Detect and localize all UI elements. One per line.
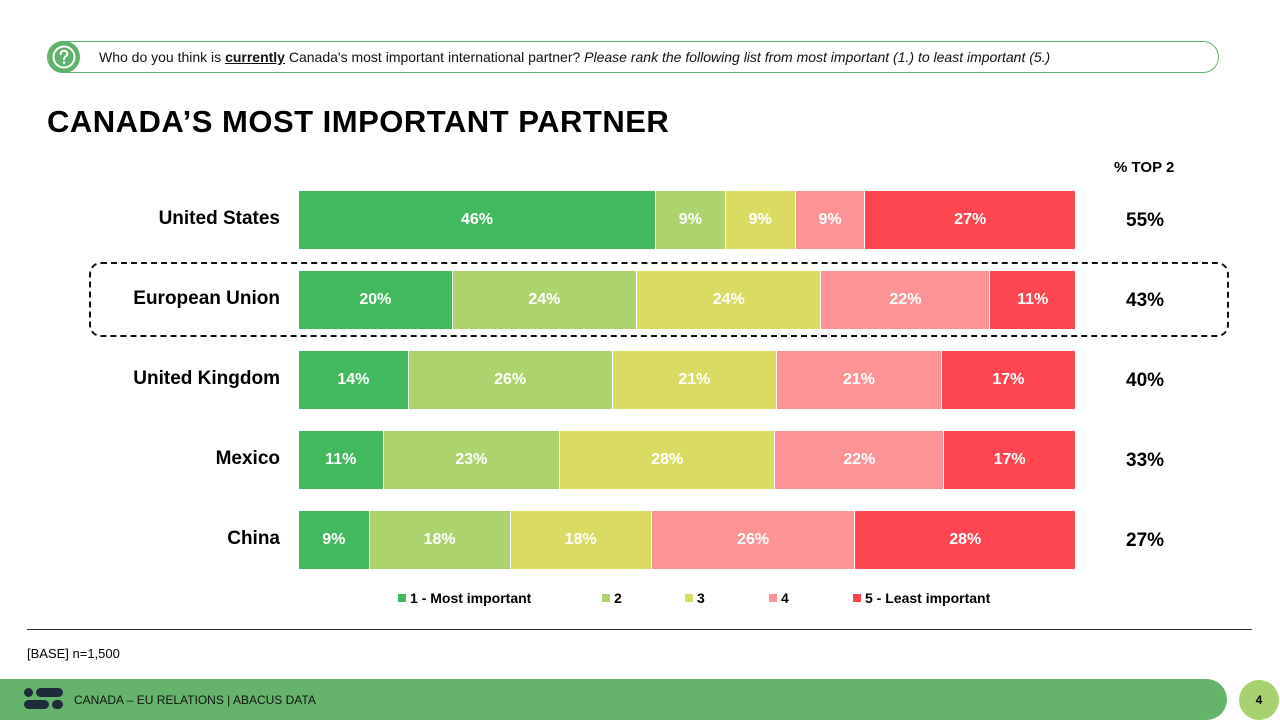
bar-segment-mexico-2: 23% [383,431,561,489]
bar-segment-mexico-3: 28% [560,431,776,489]
question-box: Who do you think is currently Canada's m… [47,41,1219,73]
footer-bar: CANADA – EU RELATIONS | ABACUS DATA [0,679,1227,720]
top2-value-mexico: 33% [1126,450,1165,471]
top2-value-united-kingdom: 40% [1126,370,1165,391]
bar-segment-mexico-1: 11% [299,431,384,489]
bar-segment-china-5: 28% [855,511,1075,569]
bar-segment-china-4: 26% [651,511,856,569]
bar-segment-european-union-5: 11% [990,271,1075,329]
chart-legend: 1 - Most important 2 3 4 5 - Least important [0,590,1280,610]
bar-segment-united-states-2: 9% [655,191,726,249]
base-note: [BASE] n=1,500 [27,646,120,661]
bar-row-united-states: 46% 9% 9% 9% 27% [299,191,1075,249]
legend-item-1: 1 - Most important [398,590,531,606]
question-instruction: Please rank the following list from most… [584,49,1051,65]
legend-item-4: 4 [769,590,789,606]
top2-value-united-states: 55% [1126,210,1165,231]
bar-row-mexico: 11% 23% 28% 22% 17% [299,431,1075,489]
bar-segment-united-states-4: 9% [795,191,866,249]
bar-segment-mexico-5: 17% [944,431,1075,489]
row-label-mexico: Mexico [215,448,280,469]
bar-segment-european-union-2: 24% [452,271,638,329]
row-label-united-states: United States [158,208,280,229]
highlight-box-european-union [89,262,1229,337]
bar-segment-united-states-1: 46% [299,191,656,249]
bar-segment-china-1: 9% [299,511,370,569]
bar-segment-european-union-3: 24% [637,271,822,329]
bar-segment-mexico-4: 22% [775,431,945,489]
chart-title: CANADA’S MOST IMPORTANT PARTNER [47,104,670,139]
legend-label-2: 2 [614,590,622,606]
top2-value-european-union: 43% [1126,290,1165,311]
top2-value-china: 27% [1126,530,1165,551]
legend-label-5: 5 - Least important [865,590,991,606]
bar-segment-united-kingdom-4: 21% [777,351,942,409]
bar-segment-china-3: 18% [510,511,652,569]
legend-item-3: 3 [685,590,705,606]
legend-label-4: 4 [781,590,789,606]
row-label-united-kingdom: United Kingdom [133,368,280,389]
bar-segment-united-states-5: 27% [865,191,1075,249]
bar-row-china: 9% 18% 18% 26% 28% [299,511,1075,569]
bar-segment-united-kingdom-5: 17% [941,351,1075,409]
legend-swatch-2 [602,594,610,602]
question-emphasis: currently [225,49,285,65]
bar-segment-united-kingdom-3: 21% [612,351,778,409]
bar-segment-united-kingdom-2: 26% [408,351,613,409]
question-mark-icon [48,41,80,73]
legend-swatch-4 [769,594,777,602]
legend-swatch-1 [398,594,406,602]
legend-item-5: 5 - Least important [853,590,990,606]
bar-segment-united-kingdom-1: 14% [299,351,409,409]
bar-segment-european-union-4: 22% [821,271,991,329]
row-label-european-union: European Union [133,288,280,309]
legend-swatch-5 [853,594,861,602]
bar-row-european-union: 20% 24% 24% 22% 11% [299,271,1075,329]
footer-text: CANADA – EU RELATIONS | ABACUS DATA [74,693,316,707]
question-text: Who do you think is currently Canada's m… [99,49,1051,65]
legend-swatch-3 [685,594,693,602]
legend-label-3: 3 [697,590,705,606]
bar-segment-european-union-1: 20% [299,271,453,329]
bar-segment-china-2: 18% [369,511,511,569]
bar-row-united-kingdom: 14% 26% 21% 21% 17% [299,351,1075,409]
row-label-china: China [227,528,280,549]
bar-segment-united-states-3: 9% [725,191,796,249]
footer-divider [27,629,1252,630]
top2-header: % TOP 2 [1114,159,1175,176]
legend-item-2: 2 [602,590,622,606]
legend-label-1: 1 - Most important [410,590,532,606]
abacus-logo-icon [24,688,64,715]
page-number: 4 [1239,680,1279,720]
